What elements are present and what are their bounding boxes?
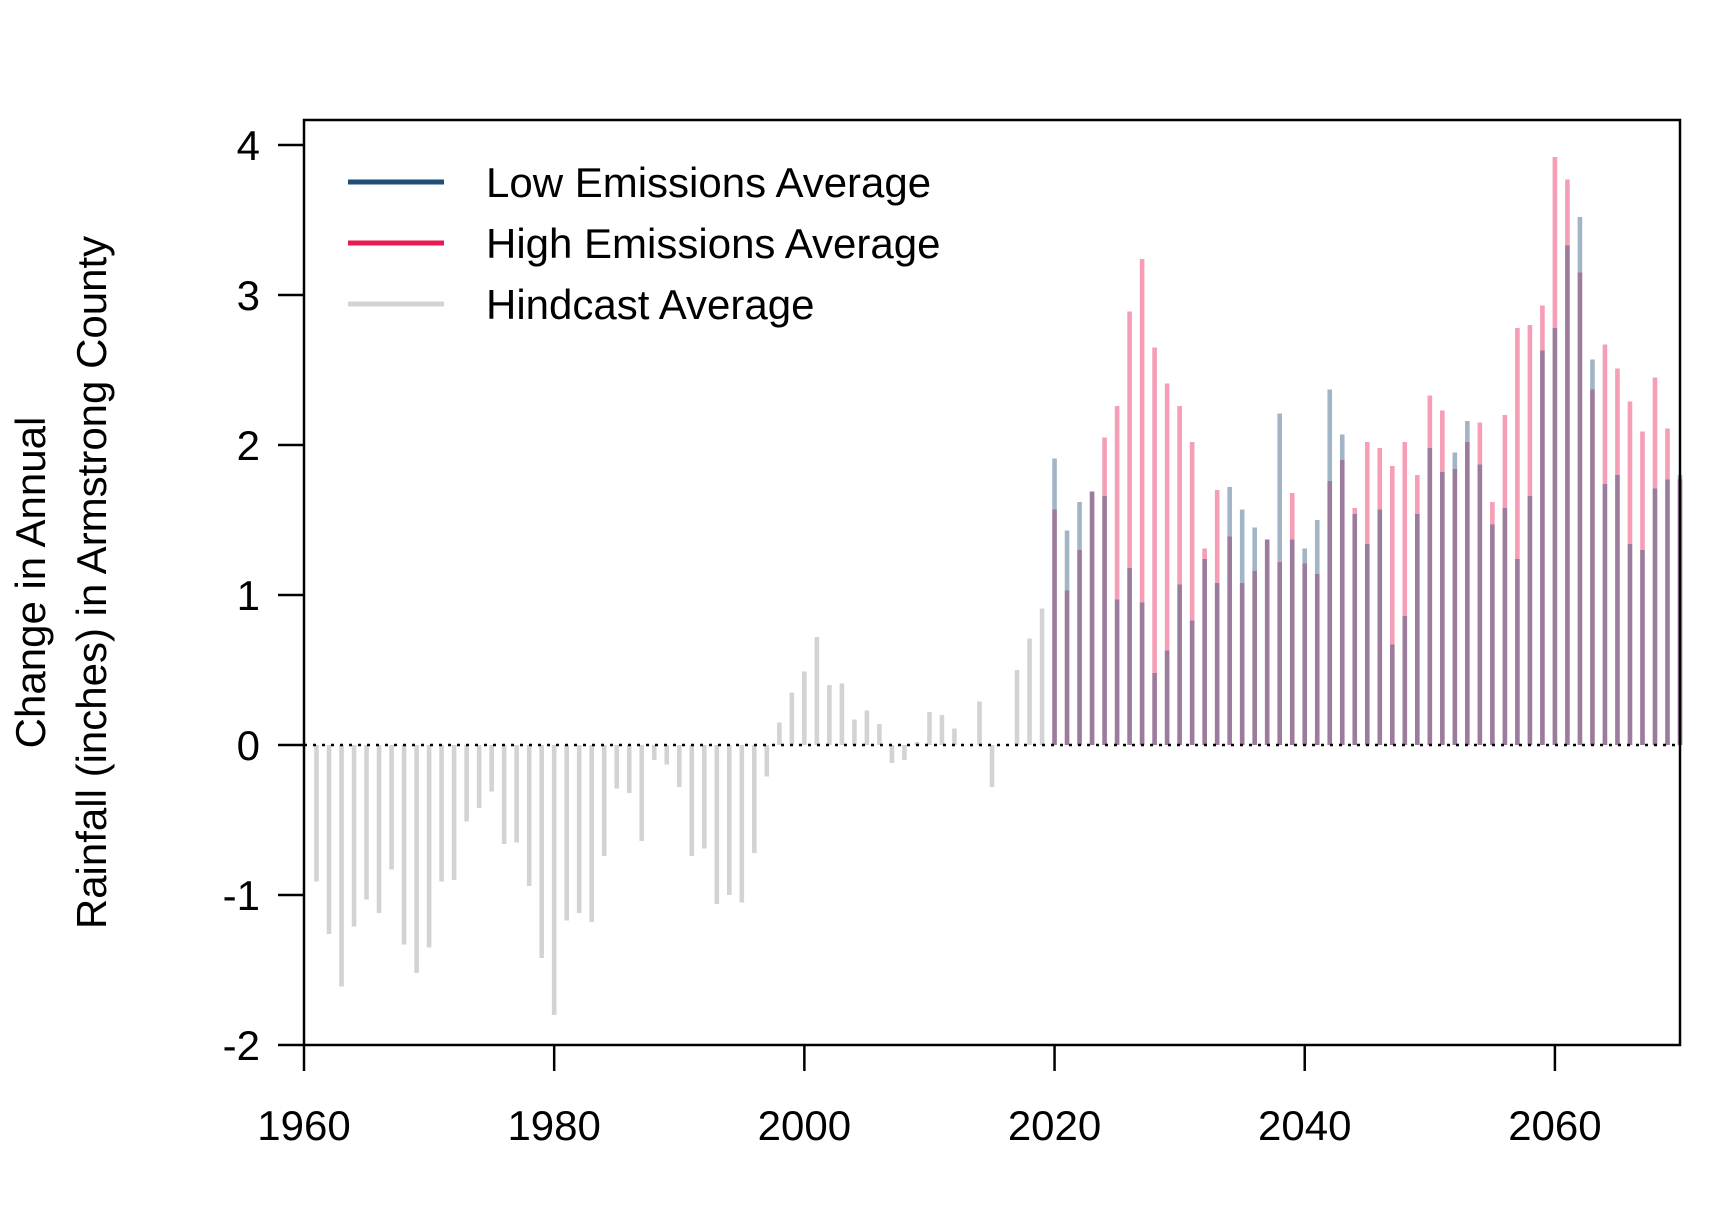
low-emissions-average-legend-label: Low Emissions Average (486, 159, 931, 206)
y-tick-label: -1 (223, 872, 260, 919)
y-tick-label: -2 (223, 1022, 260, 1069)
x-tick-label: 2000 (758, 1102, 851, 1149)
y-tick-label: 0 (237, 722, 260, 769)
y-tick-label: 4 (237, 122, 260, 169)
high-emissions-average-series (1052, 157, 1683, 745)
x-tick-label: 2060 (1508, 1102, 1601, 1149)
y-axis-title-line-2: Rainfall (inches) in Armstrong County (68, 236, 115, 929)
x-tick-label: 1960 (257, 1102, 350, 1149)
hindcast-average-series (314, 608, 1045, 1015)
plot-frame (302, 118, 1682, 1047)
y-tick-label: 2 (237, 422, 260, 469)
x-tick-label: 2020 (1008, 1102, 1101, 1149)
bar-layer (314, 157, 1683, 1015)
y-axis-title: Change in Annual Rainfall (inches) in Ar… (7, 236, 115, 929)
y-tick-label: 3 (237, 272, 260, 319)
y-tick-label: 1 (237, 572, 260, 619)
legend: Low Emissions Average High Emissions Aver… (348, 159, 940, 328)
x-tick-label: 2040 (1258, 1102, 1351, 1149)
y-axis-title-line-1: Change in Annual (7, 417, 54, 749)
high-emissions-average-legend-label: High Emissions Average (486, 220, 940, 267)
x-tick-label: 1980 (507, 1102, 600, 1149)
axes-layer: -2 -1 0 1 2 3 4 1960 1980 2000 2020 2040 2060 (223, 122, 1602, 1149)
low-emissions-average-series (1052, 217, 1683, 745)
hindcast-average-legend-label: Hindcast Average (486, 281, 814, 328)
